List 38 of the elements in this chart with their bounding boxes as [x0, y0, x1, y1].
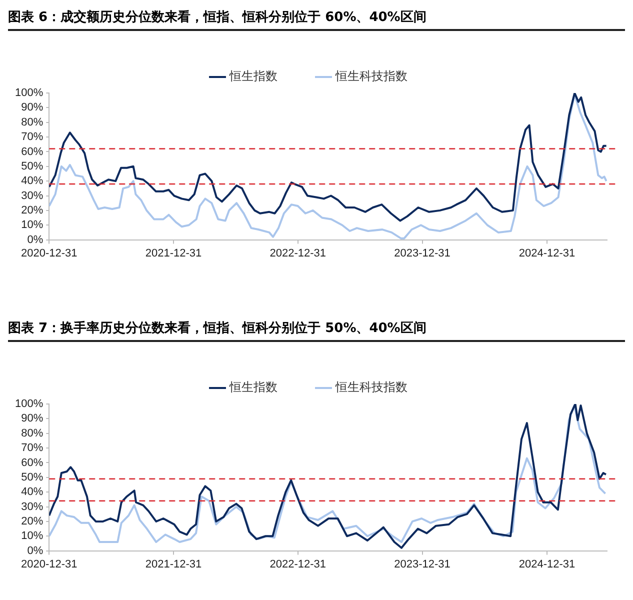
chart-title: 图表 6：成交额历史分位数来看，恒指、恒科分别位于 60%、40%区间 — [8, 8, 625, 31]
y-tick-label: 90% — [21, 412, 44, 425]
x-tick-label: 2021-12-31 — [145, 558, 202, 570]
y-tick-label: 90% — [21, 102, 44, 114]
y-tick-label: 30% — [21, 190, 44, 202]
legend-label: 恒生科技指数 — [334, 380, 408, 394]
legend-label: 恒生科技指数 — [334, 69, 408, 84]
x-tick-label: 2020-12-31 — [20, 558, 78, 570]
x-tick-label: 2022-12-31 — [270, 558, 326, 570]
chart-title: 图表 7：换手率历史分位数来看，恒指、恒科分别位于 50%、40%区间 — [8, 319, 625, 342]
y-tick-label: 100% — [14, 398, 44, 410]
y-tick-label: 50% — [21, 160, 44, 172]
y-tick-label: 60% — [21, 456, 44, 469]
y-tick-label: 80% — [21, 427, 44, 440]
x-tick-label: 2022-12-31 — [270, 247, 326, 260]
y-tick-label: 10% — [21, 219, 44, 232]
y-tick-label: 60% — [21, 146, 44, 158]
y-tick-label: 70% — [21, 442, 44, 454]
legend-label: 恒生指数 — [228, 380, 278, 394]
y-tick-label: 40% — [21, 175, 44, 188]
y-tick-label: 0% — [27, 234, 44, 246]
y-tick-label: 80% — [21, 116, 44, 128]
x-tick-label: 2023-12-31 — [394, 247, 450, 260]
x-tick-label: 2023-12-31 — [394, 558, 450, 570]
y-tick-label: 30% — [21, 500, 44, 513]
y-tick-label: 40% — [21, 486, 44, 498]
y-tick-label: 70% — [21, 131, 44, 144]
x-tick-label: 2020-12-31 — [20, 247, 78, 260]
x-tick-label: 2024-12-31 — [518, 247, 576, 260]
y-tick-label: 50% — [21, 471, 44, 484]
legend-label: 恒生指数 — [228, 69, 278, 84]
x-tick-label: 2021-12-31 — [145, 247, 202, 260]
y-tick-label: 10% — [21, 530, 44, 542]
y-tick-label: 0% — [27, 544, 44, 557]
y-tick-label: 100% — [14, 87, 44, 100]
y-tick-label: 20% — [21, 515, 44, 528]
x-tick-label: 2024-12-31 — [518, 558, 576, 570]
y-tick-label: 20% — [21, 204, 44, 216]
